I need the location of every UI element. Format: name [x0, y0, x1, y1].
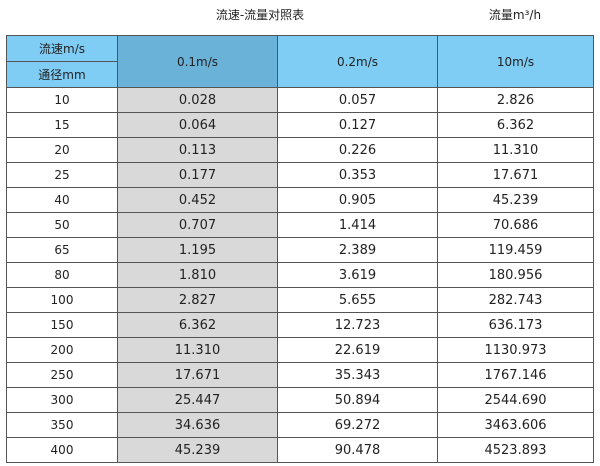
table-row: 150 6.362 12.723 636.173 — [6, 312, 594, 338]
flow-cell: 0.127 — [277, 112, 438, 138]
flow-cell: 2544.690 — [437, 387, 594, 413]
flow-cell: 0.226 — [277, 137, 438, 163]
flow-cell: 45.239 — [437, 187, 594, 213]
table-row: 20 0.113 0.226 11.310 — [6, 137, 594, 163]
flow-cell: 50.894 — [277, 387, 438, 413]
flow-cell: 0.177 — [117, 162, 278, 188]
flow-cell: 0.028 — [117, 87, 278, 113]
diameter-cell: 50 — [6, 212, 118, 238]
flow-cell: 1767.146 — [437, 362, 594, 388]
flow-cell: 12.723 — [277, 312, 438, 338]
header-col-0[interactable]: 0.1m/s — [117, 35, 278, 88]
table-row: 50 0.707 1.414 70.686 — [6, 212, 594, 238]
header-col-2[interactable]: 10m/s — [437, 35, 594, 88]
flow-cell: 11.310 — [437, 137, 594, 163]
flow-cell: 2.827 — [117, 287, 278, 313]
flow-cell: 0.064 — [117, 112, 278, 138]
flow-cell: 0.905 — [277, 187, 438, 213]
diameter-cell: 40 — [6, 187, 118, 213]
header-col-1[interactable]: 0.2m/s — [277, 35, 438, 88]
unit-label: 流量m³/h — [488, 8, 542, 22]
flow-cell: 69.272 — [277, 412, 438, 438]
table-row: 300 25.447 50.894 2544.690 — [6, 387, 594, 413]
diameter-cell: 300 — [6, 387, 118, 413]
flow-rate-table: 流速m/s 0.1m/s 0.2m/s 10m/s 通径mm 10 0.028 0.… — [6, 35, 594, 463]
table-row: 250 17.671 35.343 1767.146 — [6, 362, 594, 388]
flow-cell: 3.619 — [277, 262, 438, 288]
flow-cell: 11.310 — [117, 337, 278, 363]
diameter-cell: 200 — [6, 337, 118, 363]
header-speed-label: 流速m/s — [6, 35, 118, 62]
flow-cell: 2.826 — [437, 87, 594, 113]
diameter-cell: 250 — [6, 362, 118, 388]
flow-cell: 3463.606 — [437, 412, 594, 438]
flow-cell: 2.389 — [277, 237, 438, 263]
flow-cell: 1130.973 — [437, 337, 594, 363]
flow-cell: 6.362 — [437, 112, 594, 138]
diameter-cell: 150 — [6, 312, 118, 338]
table-row: 10 0.028 0.057 2.826 — [6, 87, 594, 113]
table-title: 流速-流量对照表 — [215, 8, 305, 22]
flow-cell: 0.057 — [277, 87, 438, 113]
flow-cell: 25.447 — [117, 387, 278, 413]
flow-cell: 6.362 — [117, 312, 278, 338]
table-row: 65 1.195 2.389 119.459 — [6, 237, 594, 263]
table-row: 80 1.810 3.619 180.956 — [6, 262, 594, 288]
flow-cell: 0.707 — [117, 212, 278, 238]
table-row: 25 0.177 0.353 17.671 — [6, 162, 594, 188]
flow-cell: 5.655 — [277, 287, 438, 313]
flow-cell: 636.173 — [437, 312, 594, 338]
table-row: 100 2.827 5.655 282.743 — [6, 287, 594, 313]
table-row: 350 34.636 69.272 3463.606 — [6, 412, 594, 438]
diameter-cell: 20 — [6, 137, 118, 163]
diameter-cell: 25 — [6, 162, 118, 188]
header-diameter-label: 通径mm — [6, 61, 118, 88]
flow-cell: 34.636 — [117, 412, 278, 438]
flow-cell: 35.343 — [277, 362, 438, 388]
table-row: 40 0.452 0.905 45.239 — [6, 187, 594, 213]
diameter-cell: 100 — [6, 287, 118, 313]
flow-cell: 1.810 — [117, 262, 278, 288]
flow-cell: 282.743 — [437, 287, 594, 313]
flow-cell: 45.239 — [117, 437, 278, 463]
flow-cell: 70.686 — [437, 212, 594, 238]
flow-cell: 22.619 — [277, 337, 438, 363]
table-row: 200 11.310 22.619 1130.973 — [6, 337, 594, 363]
flow-cell: 90.478 — [277, 437, 438, 463]
flow-cell: 180.956 — [437, 262, 594, 288]
diameter-cell: 400 — [6, 437, 118, 463]
flow-cell: 0.452 — [117, 187, 278, 213]
flow-cell: 17.671 — [117, 362, 278, 388]
diameter-cell: 10 — [6, 87, 118, 113]
flow-cell: 1.414 — [277, 212, 438, 238]
diameter-cell: 80 — [6, 262, 118, 288]
diameter-cell: 15 — [6, 112, 118, 138]
flow-cell: 17.671 — [437, 162, 594, 188]
flow-cell: 1.195 — [117, 237, 278, 263]
diameter-cell: 350 — [6, 412, 118, 438]
flow-cell: 4523.893 — [437, 437, 594, 463]
flow-cell: 0.113 — [117, 137, 278, 163]
diameter-cell: 65 — [6, 237, 118, 263]
flow-cell: 0.353 — [277, 162, 438, 188]
table-row: 400 45.239 90.478 4523.893 — [6, 437, 594, 463]
flow-cell: 119.459 — [437, 237, 594, 263]
table-row: 15 0.064 0.127 6.362 — [6, 112, 594, 138]
